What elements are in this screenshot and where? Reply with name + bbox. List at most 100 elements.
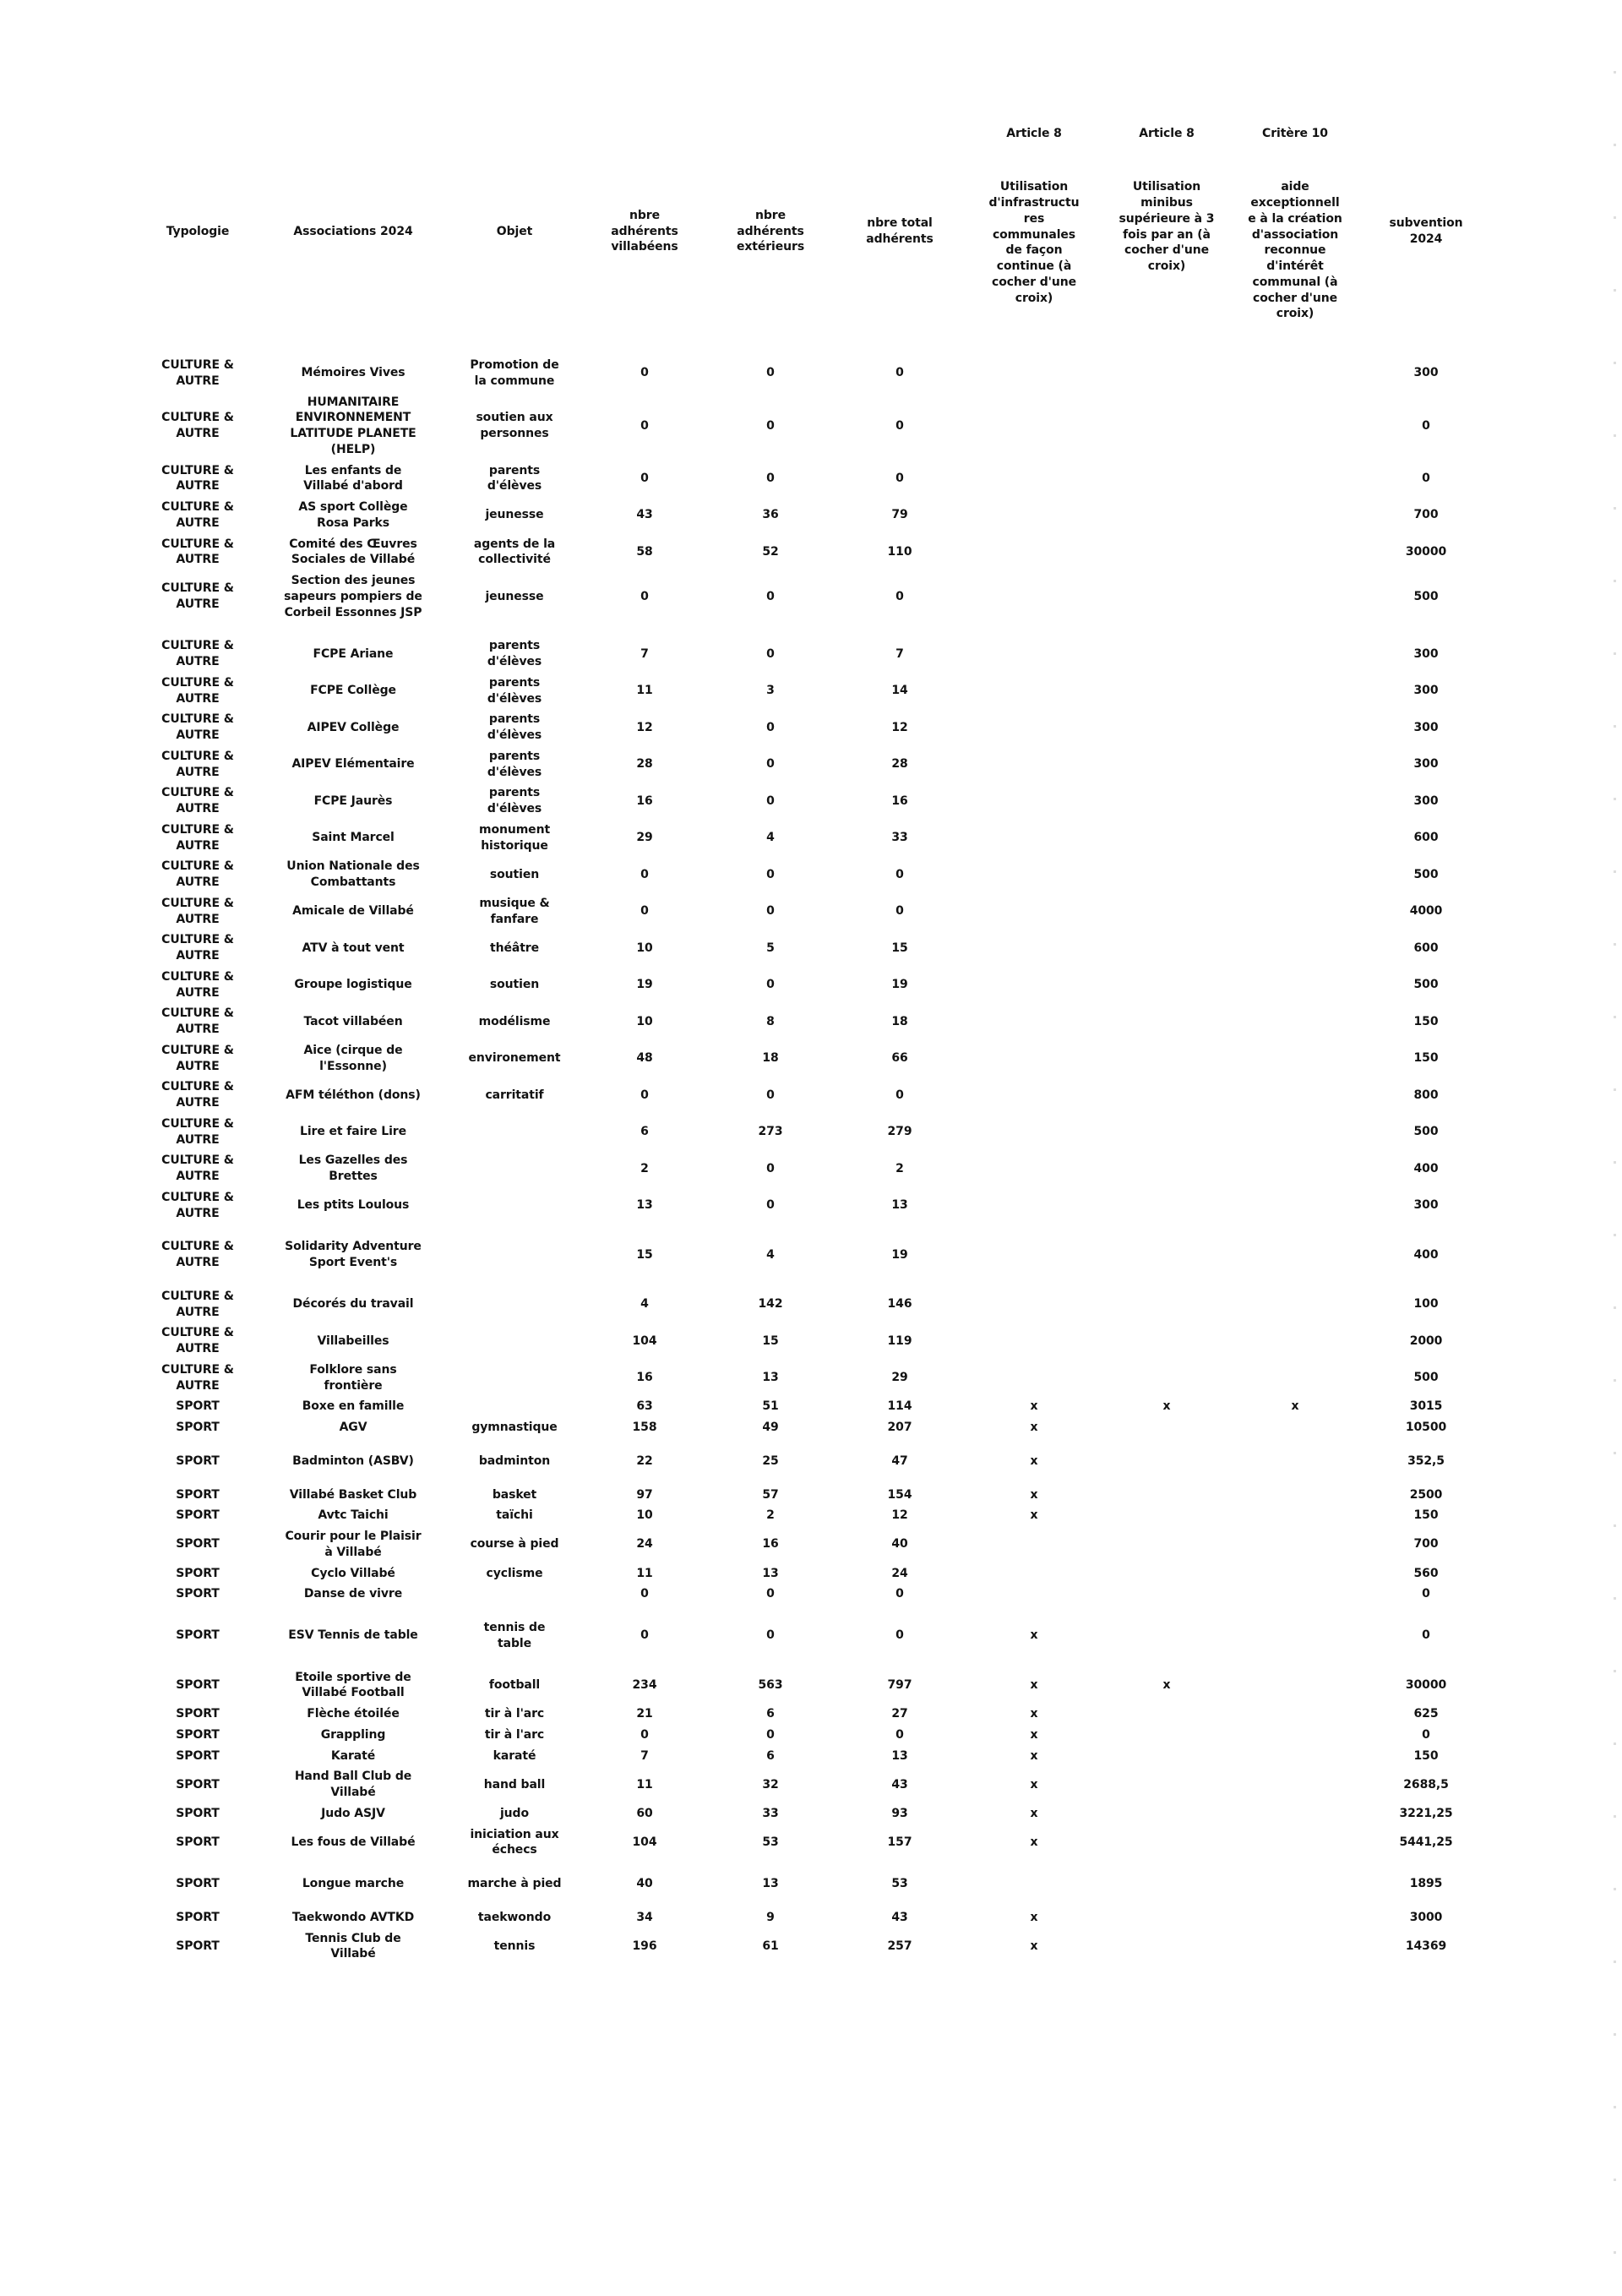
cell-critere10 xyxy=(1228,1655,1362,1704)
cell-subvention: 5441,25 xyxy=(1399,1835,1453,1849)
cell-typologie: CULTURE & AUTRE xyxy=(161,581,234,612)
cell-infra: x xyxy=(1030,1835,1038,1849)
cell-objet: tir à l'arc xyxy=(484,1707,545,1721)
cell-typologie: CULTURE & AUTRE xyxy=(161,1289,234,1319)
cell-objet xyxy=(444,1323,585,1360)
cell-critere10 xyxy=(1228,1114,1362,1151)
cell-infra xyxy=(963,746,1105,783)
cell-association: Flèche étoilée xyxy=(307,1707,400,1721)
cell-total: 146 xyxy=(887,1297,912,1312)
cell-association: Avtc Taichi xyxy=(318,1508,389,1523)
cell-exterieurs: 6 xyxy=(766,1707,775,1721)
cell-objet: théâtre xyxy=(490,941,539,955)
table-row: SPORT Judo ASJV judo 60 33 93 x 3221,25 xyxy=(133,1803,1490,1824)
cell-association: Amicale de Villabé xyxy=(292,904,414,919)
table-row: CULTURE & AUTRE ATV à tout vent théâtre 10 5… xyxy=(133,930,1490,967)
cell-critere10 xyxy=(1228,856,1362,893)
cell-total: 257 xyxy=(887,1939,912,1953)
cell-association: Aice (cirque de l'Essonne) xyxy=(303,1043,403,1073)
cell-villabeens: 10 xyxy=(636,941,653,955)
subventions-table-sheet: Typologie Associations 2024 Objet nbre a… xyxy=(133,108,1490,1965)
table-row: SPORT Badminton (ASBV) badminton 22 25 47 x 352… xyxy=(133,1438,1490,1472)
cell-objet xyxy=(444,1360,585,1397)
cell-critere10 xyxy=(1228,930,1362,967)
cell-total: 43 xyxy=(891,1910,908,1924)
cell-minibus xyxy=(1105,1766,1228,1803)
cell-subvention: 10500 xyxy=(1405,1421,1447,1434)
cell-typologie: CULTURE & AUTRE xyxy=(161,500,234,530)
cell-exterieurs: 0 xyxy=(766,1088,775,1102)
cell-typologie: CULTURE & AUTRE xyxy=(161,822,234,853)
cell-infra: x xyxy=(1030,1727,1038,1742)
cell-villabeens: 58 xyxy=(636,544,653,559)
cell-subvention: 300 xyxy=(1413,646,1439,661)
cell-villabeens: 0 xyxy=(640,1587,649,1601)
cell-exterieurs: 52 xyxy=(762,544,779,559)
cell-exterieurs: 9 xyxy=(766,1910,775,1924)
cell-total: 7 xyxy=(895,646,904,661)
cell-association: Mémoires Vives xyxy=(301,366,406,380)
cell-minibus xyxy=(1105,570,1228,623)
cell-objet: modélisme xyxy=(478,1014,551,1028)
cell-typologie: SPORT xyxy=(176,1628,220,1643)
cell-total: 207 xyxy=(887,1421,912,1434)
table-row: SPORT Villabé Basket Club basket 97 57 154 x 25… xyxy=(133,1472,1490,1506)
table-row: CULTURE & AUTRE Saint Marcel monument hist… xyxy=(133,820,1490,857)
cell-total: 0 xyxy=(895,1088,904,1102)
cell-critere10 xyxy=(1228,746,1362,783)
cell-subvention: 3015 xyxy=(1409,1399,1443,1414)
table-row: CULTURE & AUTRE Lire et faire Lire 6 273 279… xyxy=(133,1114,1490,1151)
cell-exterieurs: 5 xyxy=(766,941,775,955)
cell-subvention: 0 xyxy=(1422,1587,1430,1601)
cell-minibus xyxy=(1105,1417,1228,1438)
cell-villabeens: 16 xyxy=(636,1371,653,1385)
cell-critere10 xyxy=(1228,1077,1362,1114)
cell-villabeens: 0 xyxy=(640,867,649,881)
column-label: aide exceptionnell e à la création d'ass… xyxy=(1248,180,1342,321)
cell-minibus xyxy=(1105,1114,1228,1151)
cell-villabeens: 24 xyxy=(636,1537,653,1552)
cell-minibus xyxy=(1105,1224,1228,1273)
cell-villabeens: 7 xyxy=(640,646,649,661)
cell-infra xyxy=(963,1040,1105,1077)
cell-minibus xyxy=(1105,392,1228,461)
cell-infra: x xyxy=(1030,1677,1038,1692)
cell-typologie: SPORT xyxy=(176,1806,220,1820)
cell-minibus xyxy=(1105,1803,1228,1824)
cell-association: Lire et faire Lire xyxy=(300,1125,406,1139)
cell-objet: marche à pied xyxy=(467,1877,562,1890)
cell-objet: Promotion de la commune xyxy=(470,358,559,388)
cell-typologie: CULTURE & AUTRE xyxy=(161,1006,234,1036)
cell-association: Karaté xyxy=(330,1748,376,1763)
cell-exterieurs: 142 xyxy=(758,1297,783,1312)
cell-association: Section des jeunes sapeurs pompiers de C… xyxy=(284,574,422,619)
cell-subvention: 300 xyxy=(1413,1198,1439,1213)
cell-exterieurs: 18 xyxy=(762,1051,779,1066)
cell-infra xyxy=(963,1526,1105,1563)
cell-minibus xyxy=(1105,1746,1228,1767)
cell-critere10 xyxy=(1228,1563,1362,1584)
cell-association: Les fous de Villabé xyxy=(291,1835,416,1849)
cell-villabeens: 48 xyxy=(636,1051,653,1066)
cell-infra: x xyxy=(1030,1777,1038,1792)
cell-minibus xyxy=(1105,1563,1228,1584)
cell-total: 119 xyxy=(887,1333,912,1348)
table-row: CULTURE & AUTRE AFM téléthon (dons) carrit… xyxy=(133,1077,1490,1114)
cell-subvention: 0 xyxy=(1422,1628,1430,1643)
cell-critere10 xyxy=(1228,1824,1362,1862)
cell-typologie: SPORT xyxy=(176,1939,220,1953)
cell-critere10 xyxy=(1228,1584,1362,1605)
scan-artifacts xyxy=(1614,3,1616,2285)
cell-critere10 xyxy=(1228,461,1362,498)
cell-total: 0 xyxy=(895,1628,904,1643)
cell-subvention: 600 xyxy=(1413,831,1439,845)
cell-objet: course à pied xyxy=(470,1537,559,1552)
cell-objet: soutien aux personnes xyxy=(476,411,553,440)
cell-critere10 xyxy=(1228,534,1362,571)
cell-objet: tir à l'arc xyxy=(484,1727,545,1742)
cell-typologie: CULTURE & AUTRE xyxy=(161,537,234,567)
cell-exterieurs: 0 xyxy=(766,1727,775,1742)
cell-exterieurs: 0 xyxy=(766,904,775,919)
cell-infra xyxy=(963,623,1105,673)
cell-minibus: x xyxy=(1162,1677,1171,1692)
